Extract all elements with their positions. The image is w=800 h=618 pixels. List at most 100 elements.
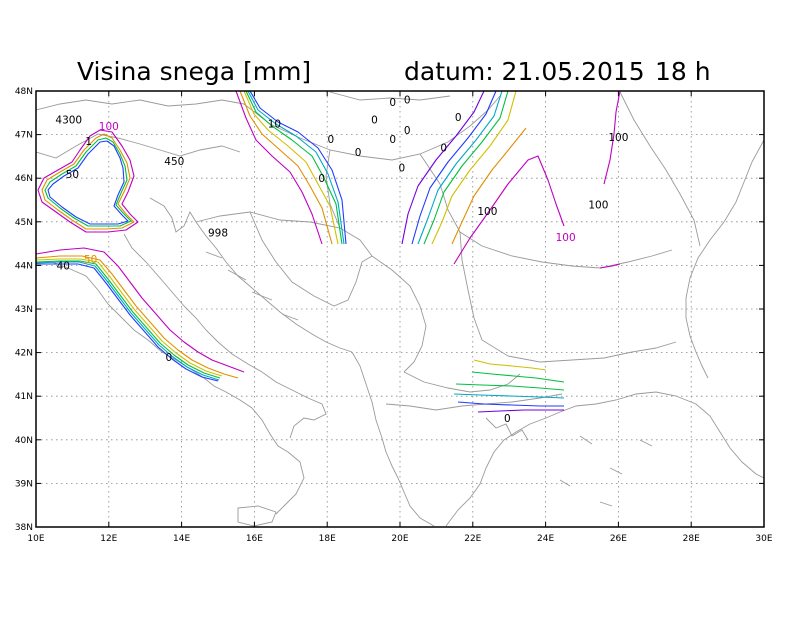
contour-value-label: 0 [166, 352, 173, 364]
border-greece-north [385, 393, 563, 411]
contour-value-label: 0 [389, 134, 396, 146]
contour-alps-blue [47, 140, 129, 225]
contour-carpathian-w-yellow [243, 91, 339, 245]
grid-lines [36, 91, 764, 527]
contour-balkan-green-2 [455, 383, 565, 391]
contour-apennines-magenta [36, 247, 245, 373]
contour-value-label: 0 [455, 112, 462, 124]
border-bulgaria [459, 231, 677, 363]
contour-value-label: 100 [588, 199, 608, 211]
y-tick-label: 45N [15, 218, 33, 228]
contour-value-label: 10 [268, 119, 281, 131]
date-label: datum: 21.05.2015 [404, 57, 645, 86]
contour-value-label: 0 [504, 413, 511, 425]
x-tick-label: 22E [464, 534, 481, 544]
contour-apennines-yellow [36, 258, 223, 377]
y-tick-label: 44N [15, 261, 33, 271]
contour-balkan-green [471, 371, 565, 383]
contour-value-label: 0 [355, 147, 362, 159]
x-tick-label: 18E [319, 534, 336, 544]
contour-value-label: 0 [404, 95, 411, 107]
coastline-greece-west [385, 451, 435, 527]
contour-value-label: 0 [327, 134, 334, 146]
coastline-calabria [275, 451, 305, 515]
contour-balkan-cyan [453, 393, 565, 399]
coastline-greece-east [445, 411, 561, 527]
border-moldova [619, 91, 701, 247]
x-tick-label: 20E [391, 534, 408, 544]
coastline-turkey [559, 391, 764, 479]
coastlines-and-borders [36, 91, 764, 527]
contour-balkan-blue [457, 401, 564, 407]
contour-value-label: 0 [389, 97, 396, 109]
contour-value-label: 100 [556, 232, 576, 244]
contour-value-label: 100 [477, 206, 497, 218]
border-bosnia [249, 211, 373, 307]
contour-value-label: 0 [318, 173, 325, 185]
contour-carpathian-w-cyan [247, 91, 345, 245]
x-tick-label: 10E [27, 534, 44, 544]
y-tick-label: 43N [15, 305, 33, 315]
axis-ticks: 10E 12E 14E 16E 18E 20E 22E 24E 26E 28E 30E 38N 39N 4… [15, 87, 773, 544]
x-tick-label: 24E [537, 534, 554, 544]
contour-apennines-blue [36, 263, 219, 382]
contour-value-label: 4300 [55, 114, 82, 126]
coastline-italy-west [36, 261, 289, 453]
contour-value-label: 998 [208, 228, 228, 240]
contour-value-label: 1 [85, 136, 92, 148]
y-tick-label: 40N [15, 436, 33, 446]
contour-apennines-green [36, 260, 221, 379]
border-alps [36, 133, 241, 159]
contour-apennines-cyan [36, 261, 220, 381]
contour-east-magenta-short [599, 263, 621, 269]
contour-value-label: 40 [57, 260, 70, 272]
x-tick-label: 16E [246, 534, 263, 544]
y-tick-label: 38N [15, 523, 33, 533]
x-tick-label: 28E [683, 534, 700, 544]
y-tick-label: 39N [15, 479, 33, 489]
snow-contours [36, 91, 621, 413]
contour-carpathian-e-blue [411, 91, 497, 245]
contour-carpathian-e-green [423, 91, 509, 245]
contour-carpathian-e-orange [451, 127, 527, 245]
map-title: Visina snega [mm] [77, 57, 311, 86]
contour-balkan-purple [477, 409, 564, 413]
contour-value-label: 50 [66, 169, 79, 181]
contour-carpathian-e-yellow [431, 91, 517, 245]
contour-value-label: 0 [440, 143, 447, 155]
contour-carpathian-w-magenta [235, 91, 323, 245]
border-austria [36, 99, 245, 111]
contour-value-label: 0 [398, 162, 405, 174]
contour-carpathian-e-purple [401, 91, 485, 245]
y-tick-label: 42N [15, 349, 33, 359]
x-tick-label: 14E [173, 534, 190, 544]
contour-alps-green [44, 137, 132, 227]
contour-value-label: 100 [99, 121, 119, 133]
coastline-istria [149, 197, 197, 233]
x-tick-label: 30E [755, 534, 772, 544]
coastline-chalkidiki [485, 417, 529, 441]
contour-value-label: 50 [84, 254, 97, 266]
contour-value-label: 100 [608, 132, 628, 144]
border-macedonia [403, 371, 521, 393]
coastline-croatia [195, 221, 353, 353]
contour-carpathian-w-orange [239, 91, 333, 245]
contour-east-magenta [603, 91, 621, 185]
islands-dalmatia [205, 251, 299, 321]
contour-alps-magenta [37, 129, 139, 233]
contour-value-label: 450 [164, 156, 184, 168]
border-hungary [243, 95, 501, 161]
border-romania [419, 153, 673, 269]
y-tick-label: 48N [15, 87, 33, 97]
contour-carpathian-w-blue [249, 91, 347, 245]
contour-balkan-yellow [473, 359, 547, 371]
contour-apennines-orange [36, 255, 239, 379]
hour-label: 18 h [655, 57, 711, 86]
x-tick-label: 12E [100, 534, 117, 544]
border-serbia [371, 255, 427, 373]
contour-carpathian-e-magenta [453, 155, 565, 265]
y-tick-label: 47N [15, 131, 33, 141]
contour-alps-orange [41, 133, 135, 230]
border-croatia-inner [195, 211, 373, 257]
